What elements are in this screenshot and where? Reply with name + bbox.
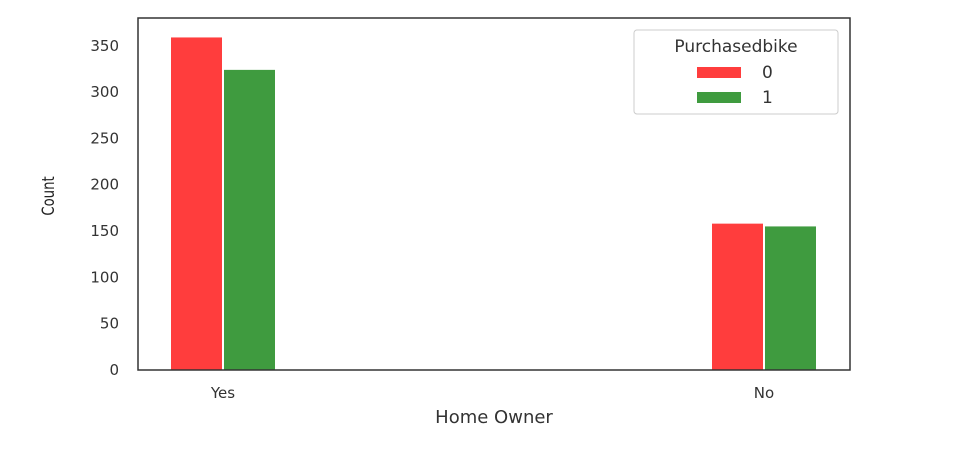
y-tick-label: 150 [90, 222, 119, 240]
plot-frame [137, 17, 851, 371]
bar-yes-series-0 [171, 37, 222, 370]
legend-swatch-0 [697, 67, 741, 78]
legend: Purchasedbike 0 1 [633, 29, 839, 115]
y-tick-label: 300 [90, 83, 119, 101]
legend-title: Purchasedbike [674, 37, 797, 57]
legend-swatch-1 [697, 92, 741, 103]
x-tick-labels: Yes No [210, 384, 774, 402]
x-tick-label: Yes [210, 384, 235, 402]
legend-label-1: 1 [762, 88, 773, 108]
bars [171, 37, 816, 370]
y-tick-labels: 0 50 100 150 200 250 300 350 [90, 37, 119, 379]
y-tick-label: 0 [109, 361, 119, 379]
bar-no-series-1 [765, 226, 816, 370]
bar-no-series-0 [712, 223, 763, 370]
legend-label-0: 0 [762, 63, 773, 83]
x-tick-label: No [754, 384, 774, 402]
x-axis-label: Home Owner [435, 407, 553, 428]
y-axis-label: Count [38, 176, 58, 215]
y-tick-label: 100 [90, 268, 119, 286]
y-tick-label: 350 [90, 37, 119, 55]
bar-yes-series-1 [224, 69, 275, 370]
y-tick-label: 200 [90, 176, 119, 194]
y-tick-label: 50 [100, 315, 119, 333]
y-tick-label: 250 [90, 129, 119, 147]
